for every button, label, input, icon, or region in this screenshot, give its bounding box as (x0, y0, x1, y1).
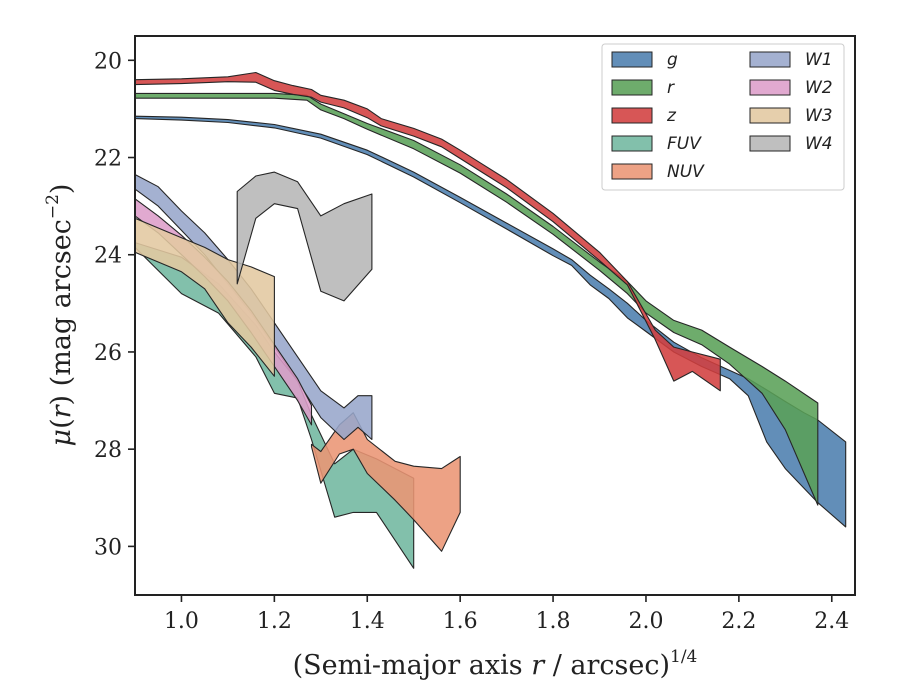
x-tick-label: 2.4 (814, 609, 849, 634)
x-tick-label: 2.0 (628, 609, 663, 634)
y-tick-label: 26 (94, 341, 122, 366)
legend-label-fuv: FUV (667, 134, 702, 154)
legend-label-w4: W4 (805, 134, 833, 154)
y-axis-label-exponent: −2 (43, 194, 63, 219)
legend-swatch-w2 (749, 79, 791, 96)
legend-label-r: r (667, 78, 675, 98)
y-tick-label: 30 (94, 535, 122, 560)
x-axis-ticks: 1.0 1.2 1.4 1.6 1.8 2.0 2.2 2.4 (164, 595, 849, 634)
legend-swatch-r (611, 79, 653, 96)
surface-brightness-bands (135, 71, 847, 569)
x-tick-label: 2.2 (721, 609, 756, 634)
legend: grz FUV NUV W1 W2 W3 W4 (601, 43, 845, 191)
legend-label-w3: W3 (805, 106, 833, 126)
legend-swatch-w4 (749, 135, 791, 152)
legend-label-g: g (667, 50, 678, 70)
x-axis-label-exponent: 1/4 (670, 647, 697, 667)
band-z (135, 71, 721, 392)
x-tick-label: 1.0 (164, 609, 199, 634)
band-g (135, 115, 847, 528)
legend-swatch-nuv (611, 163, 653, 180)
legend-label-w2: W2 (805, 78, 833, 98)
x-tick-label: 1.4 (350, 609, 385, 634)
band-w3 (135, 217, 275, 377)
x-axis-label: (Semi-major axis r / arcsec)1/4 (293, 647, 698, 681)
y-tick-label: 28 (94, 438, 122, 463)
legend-swatch-w3 (749, 107, 791, 124)
legend-swatch-fuv (611, 135, 653, 152)
x-tick-label: 1.8 (536, 609, 571, 634)
y-tick-label: 20 (94, 49, 122, 74)
legend-label-nuv: NUV (667, 162, 705, 182)
x-tick-label: 1.6 (443, 609, 478, 634)
y-axis-ticks: 20 22 24 26 28 30 (94, 49, 135, 560)
y-tick-label: 24 (94, 244, 122, 269)
legend-swatch-w1 (749, 51, 791, 68)
legend-swatch-g (611, 51, 653, 68)
legend-swatch-z (611, 107, 653, 124)
band-r (135, 92, 819, 506)
legend-label-w1: W1 (805, 50, 833, 70)
y-tick-label: 22 (94, 147, 122, 172)
y-axis-label: μ(r) (mag arcsec−2) (43, 184, 77, 447)
band-w4 (236, 171, 373, 302)
plot-frame (134, 35, 856, 596)
legend-label-z: z (666, 106, 677, 126)
x-tick-label: 1.2 (257, 609, 292, 634)
